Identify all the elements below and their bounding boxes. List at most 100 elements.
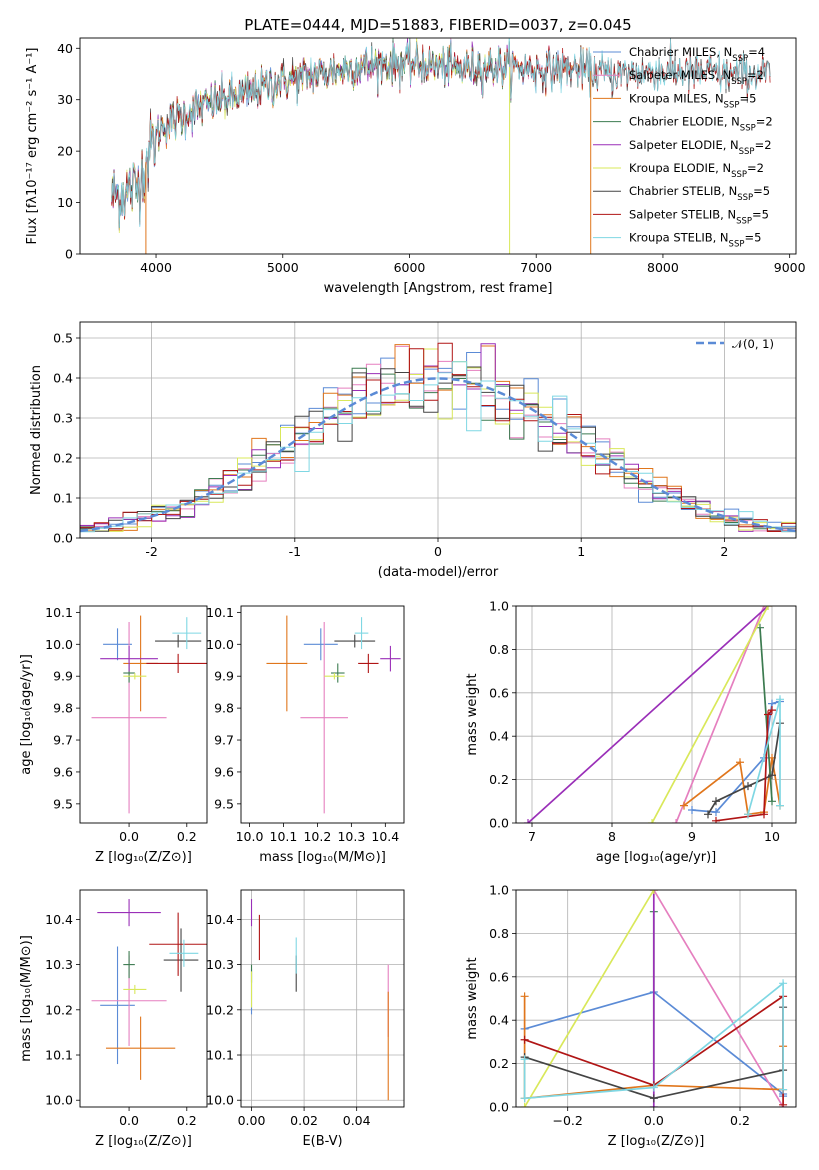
y-tick-label: 0.2	[53, 451, 73, 466]
legend-entry: Chabrier MILES, NSSP=4	[629, 45, 765, 64]
axes-frame	[79, 321, 797, 539]
weight-marker	[648, 819, 656, 823]
x-axis-label: age [log₁₀(age/yr)]	[596, 850, 717, 865]
histogram-step	[80, 361, 796, 538]
x-tick-label: -2	[145, 544, 157, 559]
y-tick-label: 9.7	[214, 733, 234, 748]
histogram-step	[80, 342, 796, 538]
legend-entry: Kroupa MILES, NSSP=5	[629, 91, 756, 110]
errorbar-point	[105, 1016, 176, 1080]
errorbar-point	[100, 645, 158, 672]
y-tick-label: 10.1	[206, 605, 234, 620]
errorbar-point	[149, 912, 207, 976]
y-tick-label: 1.0	[489, 883, 509, 898]
axes-frame	[79, 37, 797, 255]
errorbar-point	[324, 673, 345, 680]
chart-age-weight: 7 8 9 10 0.0 0.2 0.4 0.6 0.8 1.0 age [log₁₀(age/yr…	[465, 599, 797, 865]
x-tick-label: 1	[577, 544, 585, 559]
y-tick-label: 10.2	[45, 1002, 73, 1017]
y-tick-label: 9.6	[53, 764, 73, 779]
weight-marker	[520, 1094, 529, 1103]
x-tick-label: -1	[289, 544, 301, 559]
weight-marker	[776, 695, 784, 704]
weight-marker	[649, 1094, 658, 1103]
y-tick-label: 9.8	[214, 701, 234, 716]
chart-z-mass: 0.0 0.2 10.0 10.1 10.2 10.3 10.4 Z [log₁₀(Z/Z⊙)…	[19, 889, 208, 1149]
plot-area	[111, 38, 771, 254]
y-axis-label: Flux [fλ10⁻¹⁷ erg cm⁻² s⁻¹ A⁻¹]	[25, 48, 40, 245]
legend: 𝒩(0, 1)	[696, 337, 774, 351]
x-tick-label: 0	[434, 544, 442, 559]
x-tick-label: 0.02	[290, 1113, 318, 1128]
errorbar-point	[380, 645, 401, 672]
legend-entry: Chabrier STELIB, NSSP=5	[629, 184, 770, 203]
x-tick-label: 10.4	[371, 829, 399, 844]
weight-marker	[672, 819, 680, 823]
x-tick-label: 10.1	[270, 829, 298, 844]
y-tick-label: 10.1	[45, 1048, 73, 1063]
chart-z-weight: −0.2 0.0 0.2 0.0 0.2 0.4 0.6 0.8 1.0 Z [log₁₀(Z/Z…	[465, 883, 797, 1149]
weight-marker	[520, 1035, 529, 1044]
weight-marker	[768, 706, 776, 715]
y-tick-label: 10.0	[45, 1093, 73, 1108]
weight-marker	[520, 1103, 529, 1107]
legend-sub: SSP	[724, 100, 740, 110]
weight-marker	[779, 1100, 788, 1107]
y-axis-label: mass weight	[465, 957, 480, 1039]
errorbar-point	[300, 621, 348, 814]
x-tick-label: 10.0	[236, 829, 264, 844]
chart-mass-age: 10.0 10.1 10.2 10.3 10.4 9.5 9.6 9.7 9.8 9.9 10.0 1…	[206, 605, 405, 865]
chart-spectrum: 4000 5000 6000 7000 8000 9000 0 10 20 30 40 wavelen…	[25, 16, 806, 296]
x-axis-label: Z [log₁₀(Z/Z⊙)]	[95, 850, 192, 865]
weight-marker	[680, 801, 688, 810]
chart-layer: 4000 5000 6000 7000 8000 9000010203040wavelen…	[19, 16, 806, 1149]
chart-z-age: 0.0 0.2 9.5 9.6 9.7 9.8 9.9 10.0 10.1 Z [log₁₀(Z/…	[19, 605, 208, 865]
weight-marker	[736, 758, 744, 767]
weight-marker	[779, 1085, 788, 1094]
y-tick-label: 10.4	[45, 912, 73, 927]
y-tick-label: 10.1	[206, 1048, 234, 1063]
y-tick-label: 0.8	[489, 642, 509, 657]
weight-marker	[744, 810, 752, 819]
legend-nssp: =5	[739, 91, 756, 105]
y-tick-label: 0.4	[489, 729, 509, 744]
plot-area	[266, 615, 401, 814]
weight-marker	[760, 810, 768, 819]
y-tick-label: 0.1	[53, 491, 73, 506]
errorbar-point	[330, 663, 345, 683]
weight-marker	[524, 819, 532, 823]
axes-frame	[240, 605, 405, 824]
plot-area	[80, 342, 796, 538]
x-tick-label: 0.0	[119, 1113, 139, 1128]
errorbar-point	[123, 984, 147, 994]
axes-frame	[515, 889, 797, 1108]
legend-entry: Chabrier ELODIE, NSSP=2	[629, 115, 773, 134]
y-tick-label: 10.4	[206, 912, 234, 927]
y-tick-label: 0.4	[489, 1013, 509, 1028]
legend-name: Chabrier MILES, N	[629, 45, 732, 59]
y-tick-label: 1.0	[489, 599, 509, 614]
legend-sub: SSP	[731, 170, 747, 180]
legend-sub: SSP	[732, 54, 748, 64]
x-tick-label: 5000	[267, 260, 299, 275]
x-axis-label: mass [log₁₀(M/M⊙)]	[259, 850, 386, 865]
weight-marker	[764, 710, 772, 719]
y-axis-label: mass weight	[465, 673, 480, 755]
weight-marker	[768, 797, 776, 806]
x-tick-label: 8	[608, 829, 616, 844]
weight-marker	[520, 992, 529, 1001]
plot-area	[91, 899, 207, 1080]
y-tick-label: 0.0	[53, 531, 73, 546]
y-tick-label: 0	[65, 247, 73, 262]
weight-marker	[520, 1055, 529, 1064]
weight-line	[715, 709, 773, 822]
y-tick-label: 0.0	[489, 816, 509, 831]
x-tick-label: 10.2	[303, 829, 331, 844]
errorbar-point	[303, 628, 338, 661]
legend-sub: SSP	[729, 240, 745, 250]
y-tick-label: 9.9	[53, 669, 73, 684]
errorbar-point	[123, 673, 147, 680]
x-tick-label: 0.0	[119, 829, 139, 844]
errorbar-point	[97, 899, 161, 927]
